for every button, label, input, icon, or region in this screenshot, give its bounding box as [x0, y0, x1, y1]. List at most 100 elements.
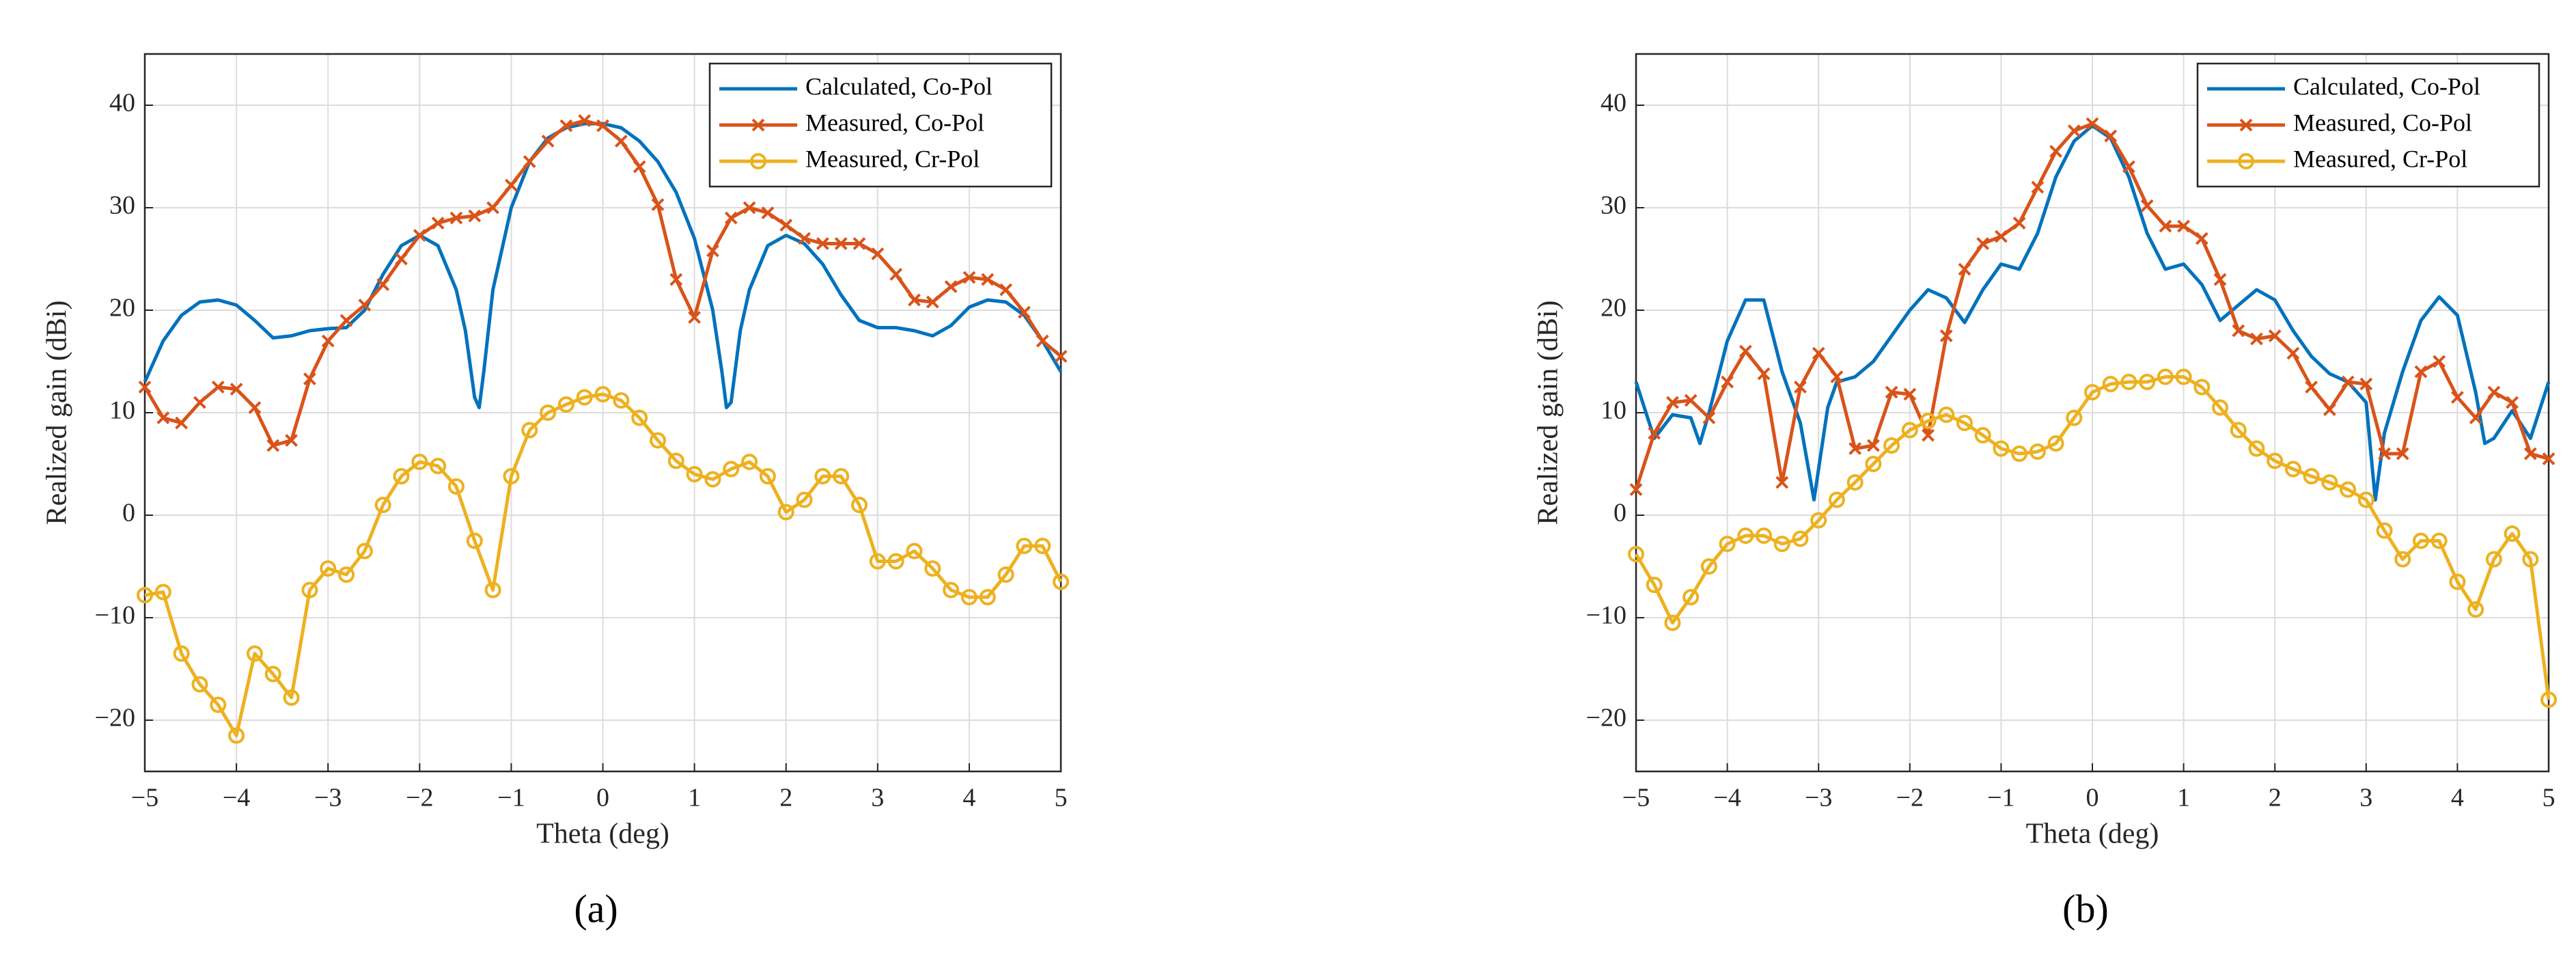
marker [1739, 344, 1752, 358]
marker [211, 381, 225, 394]
marker [1648, 426, 1661, 440]
marker [2047, 435, 2064, 452]
y-tick-label: −10 [95, 601, 135, 630]
marker [1684, 394, 1698, 407]
marker [2394, 551, 2411, 568]
x-tick-label: 0 [596, 784, 609, 812]
marker [340, 314, 353, 327]
marker [503, 468, 520, 484]
x-tick-label: −2 [1896, 784, 1924, 812]
marker [1903, 387, 1917, 401]
marker [393, 468, 410, 484]
marker [669, 273, 683, 286]
marker [1792, 530, 1809, 547]
marker [759, 468, 776, 484]
marker [924, 560, 941, 577]
marker [908, 293, 921, 307]
marker [2066, 409, 2083, 426]
marker [2011, 446, 2028, 462]
marker [374, 497, 391, 513]
marker [1629, 483, 1643, 496]
marker [1036, 334, 1049, 348]
x-tick-label: 4 [2451, 784, 2464, 812]
marker [173, 645, 190, 662]
marker [1974, 427, 1991, 443]
x-tick-label: −4 [223, 784, 250, 812]
marker [1646, 577, 1663, 593]
marker [2430, 532, 2448, 549]
marker [523, 155, 536, 168]
marker [614, 135, 628, 148]
marker [2305, 381, 2318, 394]
marker [2139, 374, 2156, 390]
marker [2157, 368, 2174, 385]
marker [1846, 474, 1864, 491]
marker [2414, 365, 2428, 379]
marker [853, 237, 866, 250]
x-tick-label: 4 [962, 784, 975, 812]
marker [2485, 551, 2502, 568]
marker [779, 219, 793, 232]
marker [1702, 411, 1716, 424]
marker [1939, 329, 1953, 342]
marker [1017, 305, 1031, 319]
marker [906, 543, 923, 560]
marker [743, 201, 756, 215]
marker [1993, 440, 2010, 457]
marker [999, 283, 1012, 297]
y-tick-label: 0 [122, 499, 135, 527]
marker [688, 311, 702, 324]
marker [285, 434, 298, 447]
marker [264, 666, 281, 683]
marker [1976, 237, 1990, 250]
x-tick-label: 5 [2543, 784, 2556, 812]
marker [541, 135, 555, 148]
marker [154, 584, 171, 601]
marker [559, 119, 573, 133]
legend-label: Calculated, Co-Pol [805, 72, 993, 100]
y-tick-label: 20 [1601, 294, 1626, 323]
x-tick-label: 3 [871, 784, 884, 812]
marker [649, 432, 666, 449]
marker [944, 280, 958, 293]
marker [1830, 370, 1844, 383]
y-tick-label: 30 [1601, 191, 1626, 220]
marker [246, 645, 263, 662]
marker [2323, 403, 2336, 416]
marker [1994, 230, 2008, 243]
marker [2504, 525, 2521, 542]
marker [631, 409, 648, 426]
marker [777, 504, 794, 521]
marker [2012, 217, 2026, 230]
marker [1054, 350, 1068, 363]
axes-box [1635, 53, 2550, 773]
marker [413, 229, 426, 242]
marker [1666, 396, 1679, 409]
marker [2031, 180, 2045, 194]
marker [2159, 219, 2172, 233]
marker [2140, 199, 2154, 213]
marker [137, 587, 153, 603]
y-tick-label: 10 [109, 396, 135, 425]
y-tick-label: 20 [109, 294, 135, 323]
marker [2230, 422, 2247, 439]
marker [981, 273, 995, 286]
marker [557, 396, 574, 413]
marker [2357, 491, 2374, 508]
marker [2506, 396, 2519, 409]
marker [2104, 129, 2118, 143]
legend-label: Measured, Cr-Pol [2293, 145, 2467, 172]
marker [2049, 145, 2062, 158]
marker [1773, 536, 1790, 552]
legend-label: Calculated, Co-Pol [2293, 72, 2480, 100]
marker [1775, 476, 1789, 489]
marker [2086, 117, 2099, 131]
marker [1756, 527, 1773, 544]
marker [468, 209, 482, 223]
marker [704, 471, 721, 488]
marker [871, 247, 885, 260]
marker [816, 237, 829, 250]
x-axis-label: Theta (deg) [2026, 819, 2159, 850]
